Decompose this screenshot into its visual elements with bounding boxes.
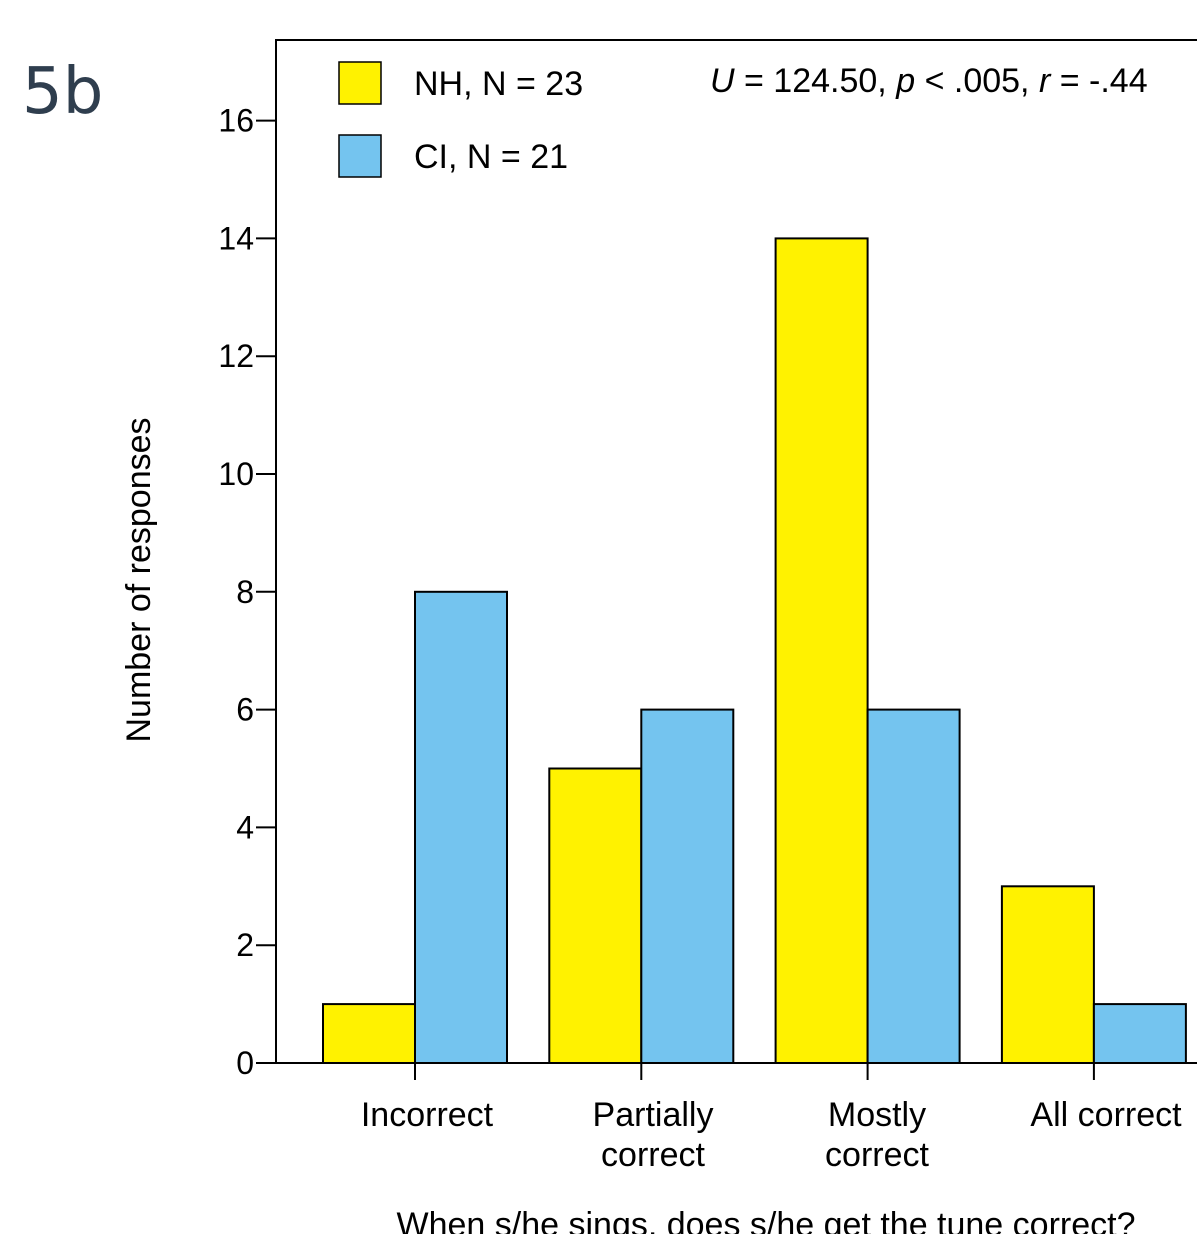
legend-label-ci: CI, N = 21 bbox=[414, 138, 568, 176]
y-tick-label: 16 bbox=[218, 103, 254, 139]
bar-ci bbox=[414, 590, 508, 1064]
plot-area: 0 2 4 6 8 10 12 14 16 Number of responses Incorrec… bbox=[120, 39, 1197, 1234]
bar-nh bbox=[774, 237, 869, 1064]
y-tick-label: 8 bbox=[236, 574, 254, 610]
stats-annotation: U = 124.50, p < .005, r = -.44 bbox=[710, 62, 1148, 100]
y-tick-label: 4 bbox=[236, 809, 254, 845]
bar-nh bbox=[548, 767, 643, 1064]
y-tick-label: 0 bbox=[236, 1045, 254, 1081]
y-tick-label: 2 bbox=[236, 927, 254, 963]
x-tick-label: Incorrect bbox=[361, 1096, 494, 1134]
x-tick-label: All correct bbox=[1030, 1096, 1182, 1134]
y-tick-label: 14 bbox=[218, 220, 254, 256]
bar-ci bbox=[866, 708, 961, 1064]
bar-nh bbox=[1000, 885, 1095, 1064]
y-tick-label: 10 bbox=[218, 456, 254, 492]
x-axis-title: When s/he sings, does s/he get the tune … bbox=[397, 1206, 1136, 1234]
y-tick-label: 12 bbox=[218, 338, 254, 374]
bar-ci bbox=[640, 708, 735, 1064]
legend-swatch-ci bbox=[338, 134, 382, 178]
y-axis-title: Number of responses bbox=[120, 417, 158, 742]
bar-ci bbox=[1092, 1003, 1187, 1064]
plot-frame bbox=[275, 39, 1197, 1064]
x-tick-label: Partially correct bbox=[593, 1096, 714, 1174]
bar-nh bbox=[322, 1003, 416, 1064]
legend-swatch-nh bbox=[338, 61, 382, 105]
y-tick-label: 6 bbox=[236, 692, 254, 728]
legend-label-nh: NH, N = 23 bbox=[414, 65, 583, 103]
panel-label: 5b bbox=[22, 55, 103, 129]
x-tick-label: Mostly correct bbox=[825, 1096, 929, 1174]
